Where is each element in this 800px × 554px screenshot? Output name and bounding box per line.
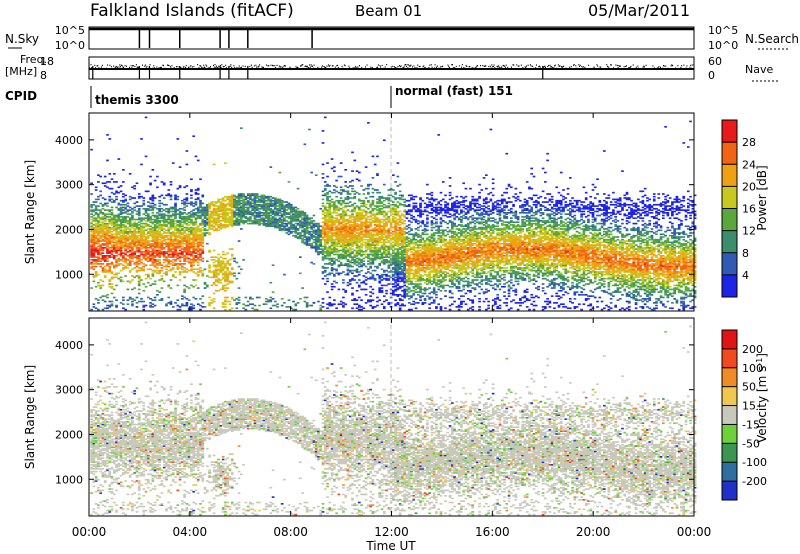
power-y-ticks: 1000 2000 3000 4000 [55,134,694,281]
x-tick-label: 00:00 [677,525,712,539]
date-label: 05/Mar/2011 [588,1,690,20]
colorbar-segment [722,386,737,407]
velocity-colorbar-tick: 15 [742,400,756,413]
y-tick-label: 4000 [55,134,83,147]
colorbar-segment [722,274,737,298]
velocity-panel: 1000 2000 3000 4000 Slant Range [km] 200 100… [23,113,769,553]
freq-tick-top: 18 [40,55,54,68]
velocity-cells [90,321,697,516]
nsearch-tick-bottom: 10^0 [708,39,738,52]
velocity-colorbar-tick: -50 [742,437,760,450]
power-cells [90,116,697,311]
colorbar-segment [722,230,737,254]
colorbar-segment [722,348,737,369]
noise-panel: N.Sky 10^5 10^0 10^5 10^0 N.Search [5,24,799,52]
nsearch-tick-top: 10^5 [708,24,738,37]
colorbar-segment [722,443,737,463]
y-tick-label: 1000 [55,268,83,281]
power-colorbar-label: Power [dB] [755,165,769,230]
power-colorbar-tick: 16 [742,203,756,216]
y-tick-label: 2000 [55,223,83,236]
velocity-colorbar: 200 100 50 15 -15 -50 -100 -200 [721,329,767,501]
power-colorbar-tick: 20 [742,180,756,193]
freq-tick-bottom: 8 [40,69,47,82]
nsearch-label: N.Search [745,32,799,46]
colorbar-segment [722,405,737,425]
nave-tick-bottom: 0 [708,69,715,82]
velocity-colorbar-tick: -200 [742,475,767,488]
nave-dots [89,64,695,79]
colorbar-segment [722,120,737,143]
cpid-label: CPID [5,89,37,103]
y-tick-label: 4000 [55,339,83,352]
colorbar-segment [722,367,737,388]
velocity-colorbar-tick: 100 [742,362,763,375]
nsky-label: N.Sky [5,32,39,46]
time-axis-label: Time UT [365,539,416,553]
y-tick-label: 3000 [55,384,83,397]
nave-label: Nave [745,63,773,76]
cpid-segment-themis: themis 3300 [95,93,179,107]
velocity-colorbar-tick: 50 [742,381,756,394]
velocity-y-ticks: 1000 2000 3000 4000 [55,339,694,486]
time-x-ticks: 00:00 04:00 08:00 12:00 16:00 20:00 00:00 [72,113,712,539]
colorbar-segment [722,186,737,209]
power-y-axis-label: Slant Range [km] [23,160,37,264]
colorbar-segment [722,424,737,444]
freq-panel: Freq. [MHz] 18 8 60 0 Nave [5,53,778,82]
colorbar-segment [722,252,737,276]
velocity-y-axis-label: Slant Range [km] [23,365,37,469]
nsky-tick-top: 10^5 [55,24,85,37]
colorbar-segment [722,142,737,165]
x-tick-label: 16:00 [475,525,510,539]
cpid-segment-normal: normal (fast) 151 [395,84,513,98]
x-tick-label: 20:00 [576,525,611,539]
colorbar-segment [722,330,737,350]
power-colorbar-tick: 8 [742,247,749,260]
colorbar-segment [722,462,737,482]
x-tick-label: 08:00 [273,525,308,539]
nave-tick-top: 60 [708,55,722,68]
y-tick-label: 3000 [55,179,83,192]
x-tick-label: 04:00 [173,525,208,539]
power-colorbar-tick: 12 [742,225,756,238]
freq-unit: [MHz] [5,65,37,78]
x-tick-label: 12:00 [374,525,409,539]
power-panel: 1000 2000 3000 4000 Slant Range [km] 4 8 12 16… [23,112,769,312]
power-colorbar: 4 8 12 16 20 24 28 [721,119,756,298]
velocity-colorbar-tick: 200 [742,343,763,356]
colorbar-segment [722,481,737,501]
x-tick-label: 00:00 [72,525,107,539]
y-tick-label: 2000 [55,428,83,441]
noise-dropouts [138,29,313,48]
velocity-colorbar-label: Velocity [m s-1] [755,353,770,443]
station-title: Falkland Islands (fitACF) [90,1,294,21]
freq-label: Freq. [20,53,47,66]
power-colorbar-tick: 4 [742,269,749,282]
beam-label: Beam 01 [355,2,422,20]
power-colorbar-tick: 24 [742,158,756,171]
colorbar-segment [722,164,737,187]
power-colorbar-tick: 28 [742,136,756,149]
colorbar-segment [722,208,737,232]
y-tick-label: 1000 [55,473,83,486]
velocity-colorbar-tick: -100 [742,456,767,469]
velocity-colorbar-tick: -15 [742,418,760,431]
cpid-row: CPID themis 3300 normal (fast) 151 [5,84,513,108]
nsky-tick-bottom: 10^0 [55,39,85,52]
